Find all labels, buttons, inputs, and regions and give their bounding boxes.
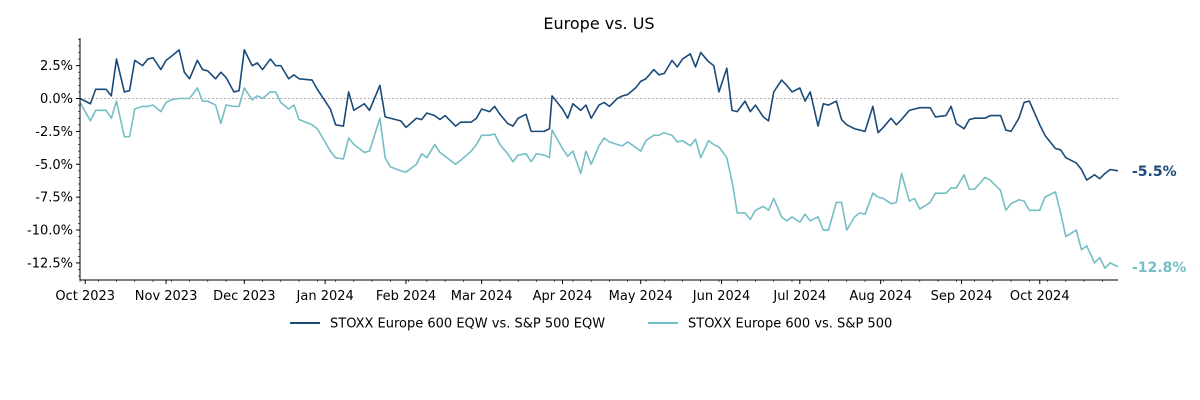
legend: STOXX Europe 600 EQW vs. S&P 500 EQW STOX… (290, 317, 892, 332)
series-layer (79, 49, 1119, 269)
x-tick-label: Jun 2024 (692, 289, 751, 304)
x-tick-label: Mar 2024 (451, 289, 513, 304)
y-tick-label: 0.0% (40, 92, 73, 107)
x-tick-label: Jan 2024 (296, 289, 354, 304)
series-line-1 (79, 49, 1119, 181)
x-axis: Oct 2023 Nov 2023 Dec 2023 Jan 2024 Feb 2024… (55, 279, 1118, 304)
y-axis: 2.5% 0.0% -2.5% -5.0% -7.5% -10.0% -12.5% (27, 38, 81, 280)
y-tick-label: -10.0% (27, 224, 73, 239)
x-tick-label: Oct 2024 (1010, 289, 1070, 304)
series-line-2 (79, 87, 1119, 269)
series-end-label-2: -12.8% (1132, 260, 1186, 276)
x-tick-label: Apr 2024 (533, 289, 593, 304)
legend-label-2: STOXX Europe 600 vs. S&P 500 (688, 317, 892, 332)
x-tick-label: Jul 2024 (772, 289, 826, 304)
series-end-label-1: -5.5% (1132, 164, 1177, 180)
y-tick-label: -12.5% (27, 256, 73, 271)
y-tick-label: -7.5% (35, 191, 73, 206)
y-tick-label: -2.5% (35, 125, 73, 140)
x-tick-label: Nov 2023 (135, 289, 198, 304)
y-tick-label: 2.5% (40, 59, 73, 74)
legend-label-1: STOXX Europe 600 EQW vs. S&P 500 EQW (330, 317, 605, 332)
x-tick-label: Sep 2024 (931, 289, 993, 304)
end-labels: -5.5% -12.8% (1132, 164, 1186, 276)
y-tick-label: -5.0% (35, 158, 73, 173)
x-tick-label: Oct 2023 (55, 289, 115, 304)
chart-title: Europe vs. US (543, 14, 654, 33)
x-tick-label: Aug 2024 (849, 289, 912, 304)
x-tick-label: Dec 2023 (213, 289, 275, 304)
plot-area (79, 49, 1119, 269)
x-tick-label: Feb 2024 (376, 289, 436, 304)
x-tick-label: May 2024 (609, 289, 673, 304)
